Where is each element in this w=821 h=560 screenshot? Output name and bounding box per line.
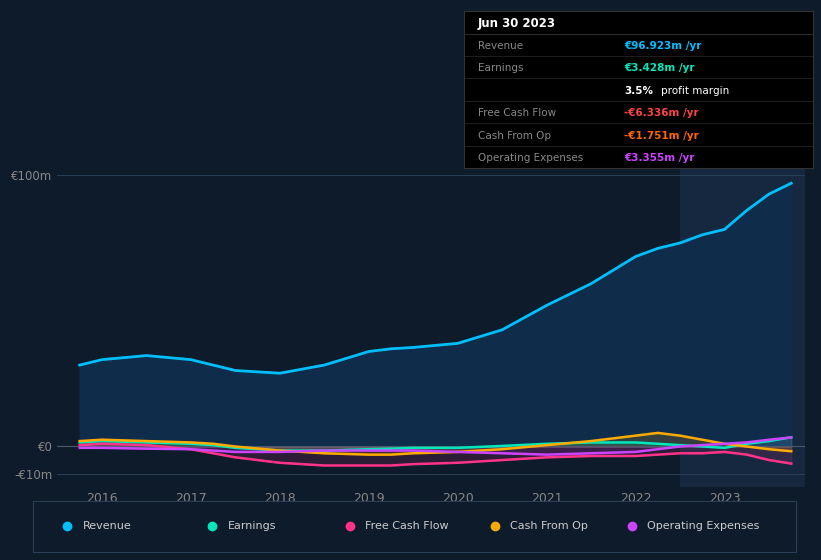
Text: Jun 30 2023: Jun 30 2023 <box>478 17 556 30</box>
Bar <box>680 134 805 487</box>
Text: Earnings: Earnings <box>478 63 523 73</box>
Text: Cash From Op: Cash From Op <box>478 130 551 141</box>
Text: Operating Expenses: Operating Expenses <box>648 521 760 531</box>
Text: -€6.336m /yr: -€6.336m /yr <box>624 108 699 118</box>
Text: Free Cash Flow: Free Cash Flow <box>478 108 556 118</box>
Text: Cash From Op: Cash From Op <box>510 521 588 531</box>
Text: Earnings: Earnings <box>227 521 276 531</box>
Text: €3.428m /yr: €3.428m /yr <box>624 63 695 73</box>
Text: Revenue: Revenue <box>478 41 523 51</box>
Text: Free Cash Flow: Free Cash Flow <box>365 521 448 531</box>
Text: Revenue: Revenue <box>82 521 131 531</box>
Text: 3.5%: 3.5% <box>624 86 654 96</box>
Text: Operating Expenses: Operating Expenses <box>478 153 583 163</box>
Text: -€1.751m /yr: -€1.751m /yr <box>624 130 699 141</box>
Text: €3.355m /yr: €3.355m /yr <box>624 153 695 163</box>
Text: profit margin: profit margin <box>661 86 729 96</box>
Text: €96.923m /yr: €96.923m /yr <box>624 41 702 51</box>
